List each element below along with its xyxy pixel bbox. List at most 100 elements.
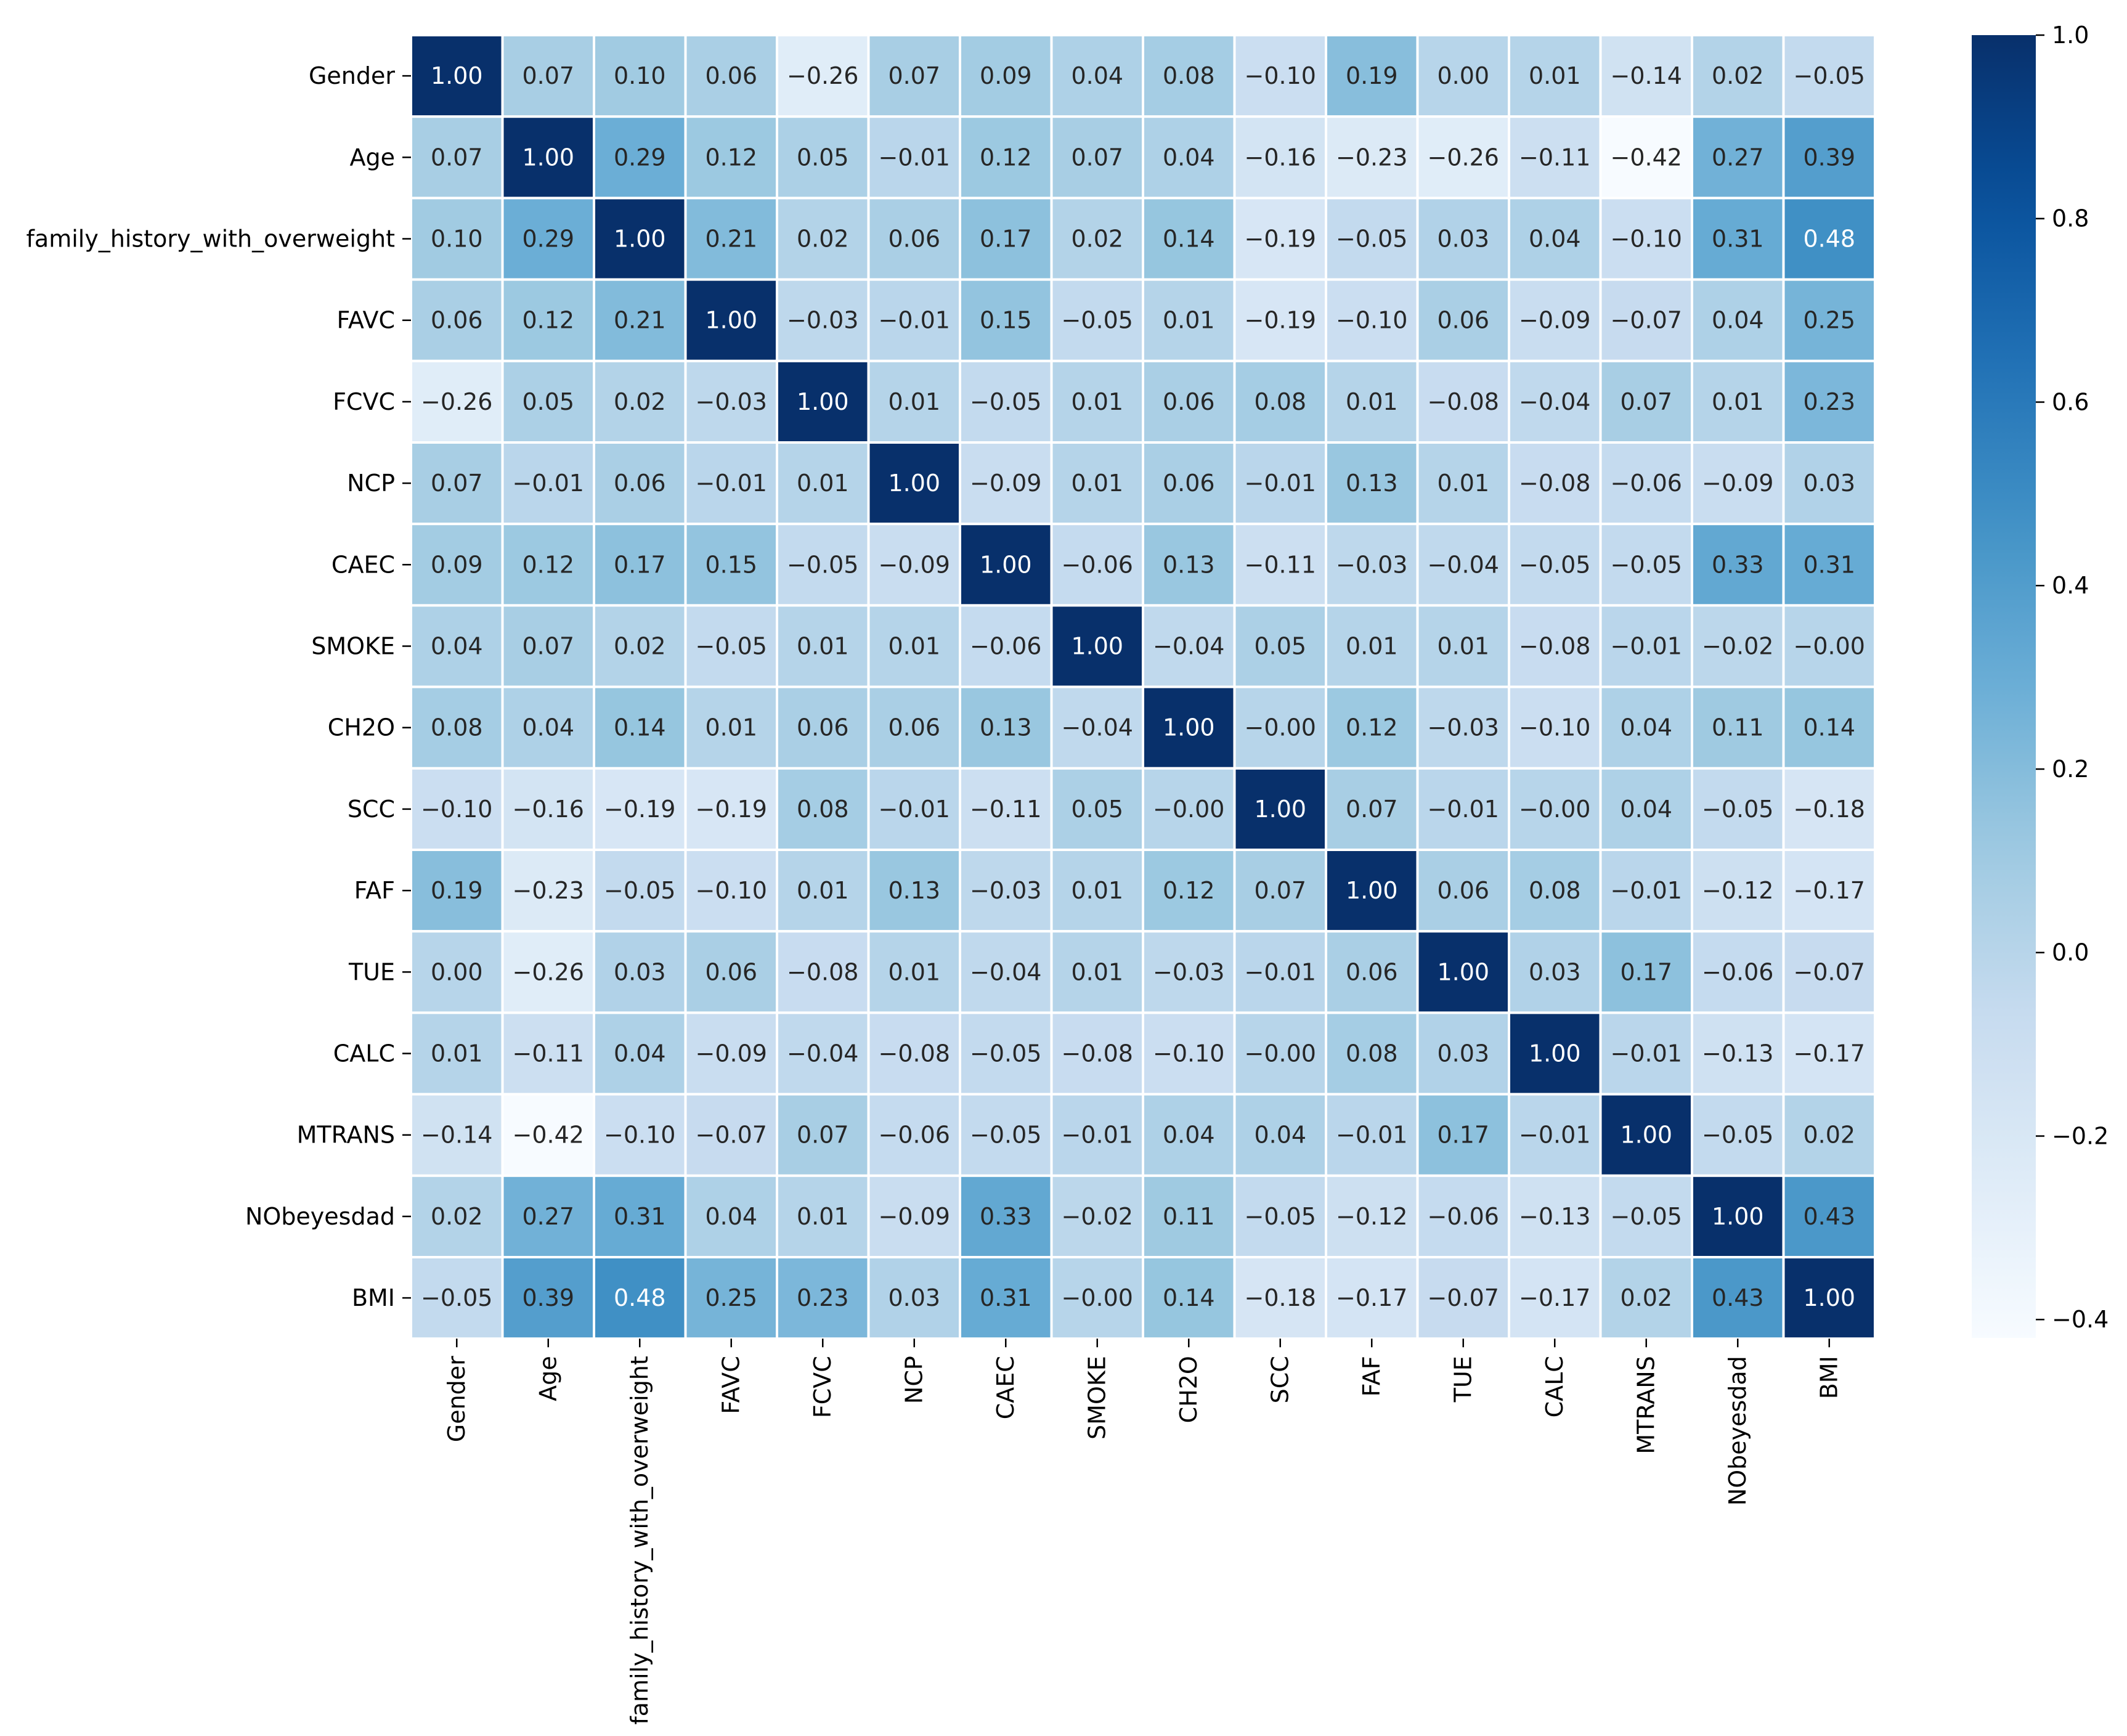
column-label-ncp: NCP <box>901 1356 928 1404</box>
heatmap-cell-tue-faf <box>1325 930 1419 1014</box>
cell-value-label: 0.06 <box>1437 307 1489 334</box>
cell-value-label: 1.00 <box>1346 877 1398 904</box>
heatmap-cell-bmi-caec <box>959 1256 1053 1340</box>
cell-value-label: 0.21 <box>614 307 666 334</box>
heatmap-cell-fcvc-nobeyesdad <box>1691 359 1785 444</box>
cell-value-label: −0.09 <box>970 470 1041 497</box>
cell-value-label: 0.11 <box>1163 1203 1215 1230</box>
cell-value-label: 0.13 <box>888 877 940 904</box>
cell-value-label: 0.04 <box>1620 714 1672 741</box>
heatmap-cell-ncp-smoke <box>1050 441 1144 526</box>
cell-value-label: 0.05 <box>1254 633 1306 660</box>
cell-value-label: 0.03 <box>1803 470 1855 497</box>
column-label-nobeyesdad: NObeyesdad <box>1724 1356 1751 1506</box>
cell-value-label: 0.01 <box>797 633 849 660</box>
cell-value-label: 0.06 <box>1163 388 1215 415</box>
cell-value-label: 0.04 <box>1620 796 1672 823</box>
cell-value-label: −0.00 <box>1519 796 1590 823</box>
heatmap-cell-family-history-with-overweight-mtrans <box>1599 197 1693 281</box>
cell-value-label: −0.01 <box>1428 796 1499 823</box>
column-labels: Gender Age family_history_with_overweight F… <box>443 1339 1843 1725</box>
heatmap-cell-faf-calc <box>1508 849 1602 933</box>
cell-value-label: 0.01 <box>1437 470 1489 497</box>
heatmap-cell-family-history-with-overweight-calc <box>1508 197 1602 281</box>
heatmap-cell-fcvc-ch2o <box>1142 359 1236 444</box>
heatmap-cell-smoke-mtrans <box>1599 604 1693 688</box>
heatmap-cell-calc-age <box>501 1011 595 1096</box>
heatmap-cell-mtrans-age <box>501 1093 595 1177</box>
cell-value-label: −0.17 <box>1336 1284 1407 1311</box>
heatmap-cell-caec-bmi <box>1782 523 1876 607</box>
cell-value-label: −0.09 <box>1519 307 1590 334</box>
row-labels: Gender Age family_history_with_overweight F… <box>26 62 411 1311</box>
cell-value-label: 0.01 <box>888 633 940 660</box>
row-label-smoke: SMOKE <box>311 633 395 660</box>
cell-value-label: 0.13 <box>980 714 1032 741</box>
cell-value-label: 0.01 <box>1071 470 1123 497</box>
cell-value-label: −0.05 <box>421 1284 492 1311</box>
cell-value-label: 0.02 <box>614 388 666 415</box>
cell-value-label: −0.17 <box>1794 877 1865 904</box>
heatmap-cell-favc-smoke <box>1050 278 1144 362</box>
cell-value-label: 0.06 <box>431 307 483 334</box>
cell-value-label: −0.04 <box>970 958 1041 985</box>
cell-value-label: −0.05 <box>1245 1203 1316 1230</box>
heatmap-cell-fcvc-calc <box>1508 359 1602 444</box>
heatmap-cell-nobeyesdad-ncp <box>867 1174 961 1259</box>
heatmap-cell-tue-bmi <box>1782 930 1876 1014</box>
cell-value-label: −0.17 <box>1794 1040 1865 1067</box>
cell-value-label: 0.12 <box>1346 714 1398 741</box>
cell-value-label: −0.01 <box>1245 958 1316 985</box>
cell-value-label: 0.03 <box>1529 958 1581 985</box>
row-label-bmi: BMI <box>352 1284 395 1311</box>
heatmap-cell-bmi-ch2o <box>1142 1256 1236 1340</box>
cell-value-label: −0.01 <box>1336 1122 1407 1149</box>
heatmap-cell-faf-gender <box>410 849 504 933</box>
heatmap-cell-smoke-bmi <box>1782 604 1876 688</box>
cell-value-label: 0.29 <box>522 226 574 253</box>
heatmap-cell-tue-tue <box>1416 930 1510 1014</box>
cell-value-label: −0.16 <box>513 796 584 823</box>
cell-value-label: −0.11 <box>1519 144 1590 171</box>
cell-value-label: 1.00 <box>797 388 849 415</box>
cell-value-label: 0.01 <box>797 877 849 904</box>
column-label-fcvc: FCVC <box>809 1356 836 1418</box>
heatmap-cell-bmi-bmi <box>1782 1256 1876 1340</box>
cell-value-label: 0.08 <box>797 796 849 823</box>
colorbar-tick-label: 0.4 <box>2052 572 2089 599</box>
cell-value-label: −0.23 <box>1336 144 1407 171</box>
heatmap-cell-scc-fcvc <box>776 767 870 852</box>
cell-value-label: 0.39 <box>1803 144 1855 171</box>
cell-value-label: −0.01 <box>1611 1040 1682 1067</box>
cell-value-label: 0.07 <box>431 470 483 497</box>
cell-value-label: 0.01 <box>1712 388 1764 415</box>
cell-value-label: −0.11 <box>970 796 1041 823</box>
cell-value-label: 1.00 <box>522 144 574 171</box>
cell-value-label: 0.08 <box>1254 388 1306 415</box>
heatmap-cell-family-history-with-overweight-fcvc <box>776 197 870 281</box>
cell-value-label: −0.09 <box>879 1203 950 1230</box>
heatmap-cell-fcvc-tue <box>1416 359 1510 444</box>
heatmap-cell-favc-family-history-with-overweight <box>593 278 687 362</box>
heatmap-cell-faf-age <box>501 849 595 933</box>
cell-value-label: −0.08 <box>1519 633 1590 660</box>
cell-value-label: 0.13 <box>1346 470 1398 497</box>
column-label-age: Age <box>535 1356 562 1401</box>
heatmap-cell-fcvc-fcvc <box>776 359 870 444</box>
cell-value-label: 0.15 <box>705 551 757 578</box>
heatmap-cell-ncp-fcvc <box>776 441 870 526</box>
cell-value-label: −0.04 <box>1062 714 1133 741</box>
heatmap-cell-tue-ncp <box>867 930 961 1014</box>
cell-value-label: 0.07 <box>1254 877 1306 904</box>
cell-value-label: 0.09 <box>980 62 1032 89</box>
cell-value-label: −0.08 <box>879 1040 950 1067</box>
cell-value-label: 0.08 <box>1529 877 1581 904</box>
cell-value-label: 0.06 <box>888 226 940 253</box>
cell-value-label: 0.07 <box>1620 388 1672 415</box>
cell-value-label: 0.14 <box>1163 226 1215 253</box>
heatmap-cell-age-fcvc <box>776 115 870 200</box>
heatmap-cell-caec-faf <box>1325 523 1419 607</box>
heatmap-cell-nobeyesdad-tue <box>1416 1174 1510 1259</box>
column-label-favc: FAVC <box>718 1356 745 1414</box>
